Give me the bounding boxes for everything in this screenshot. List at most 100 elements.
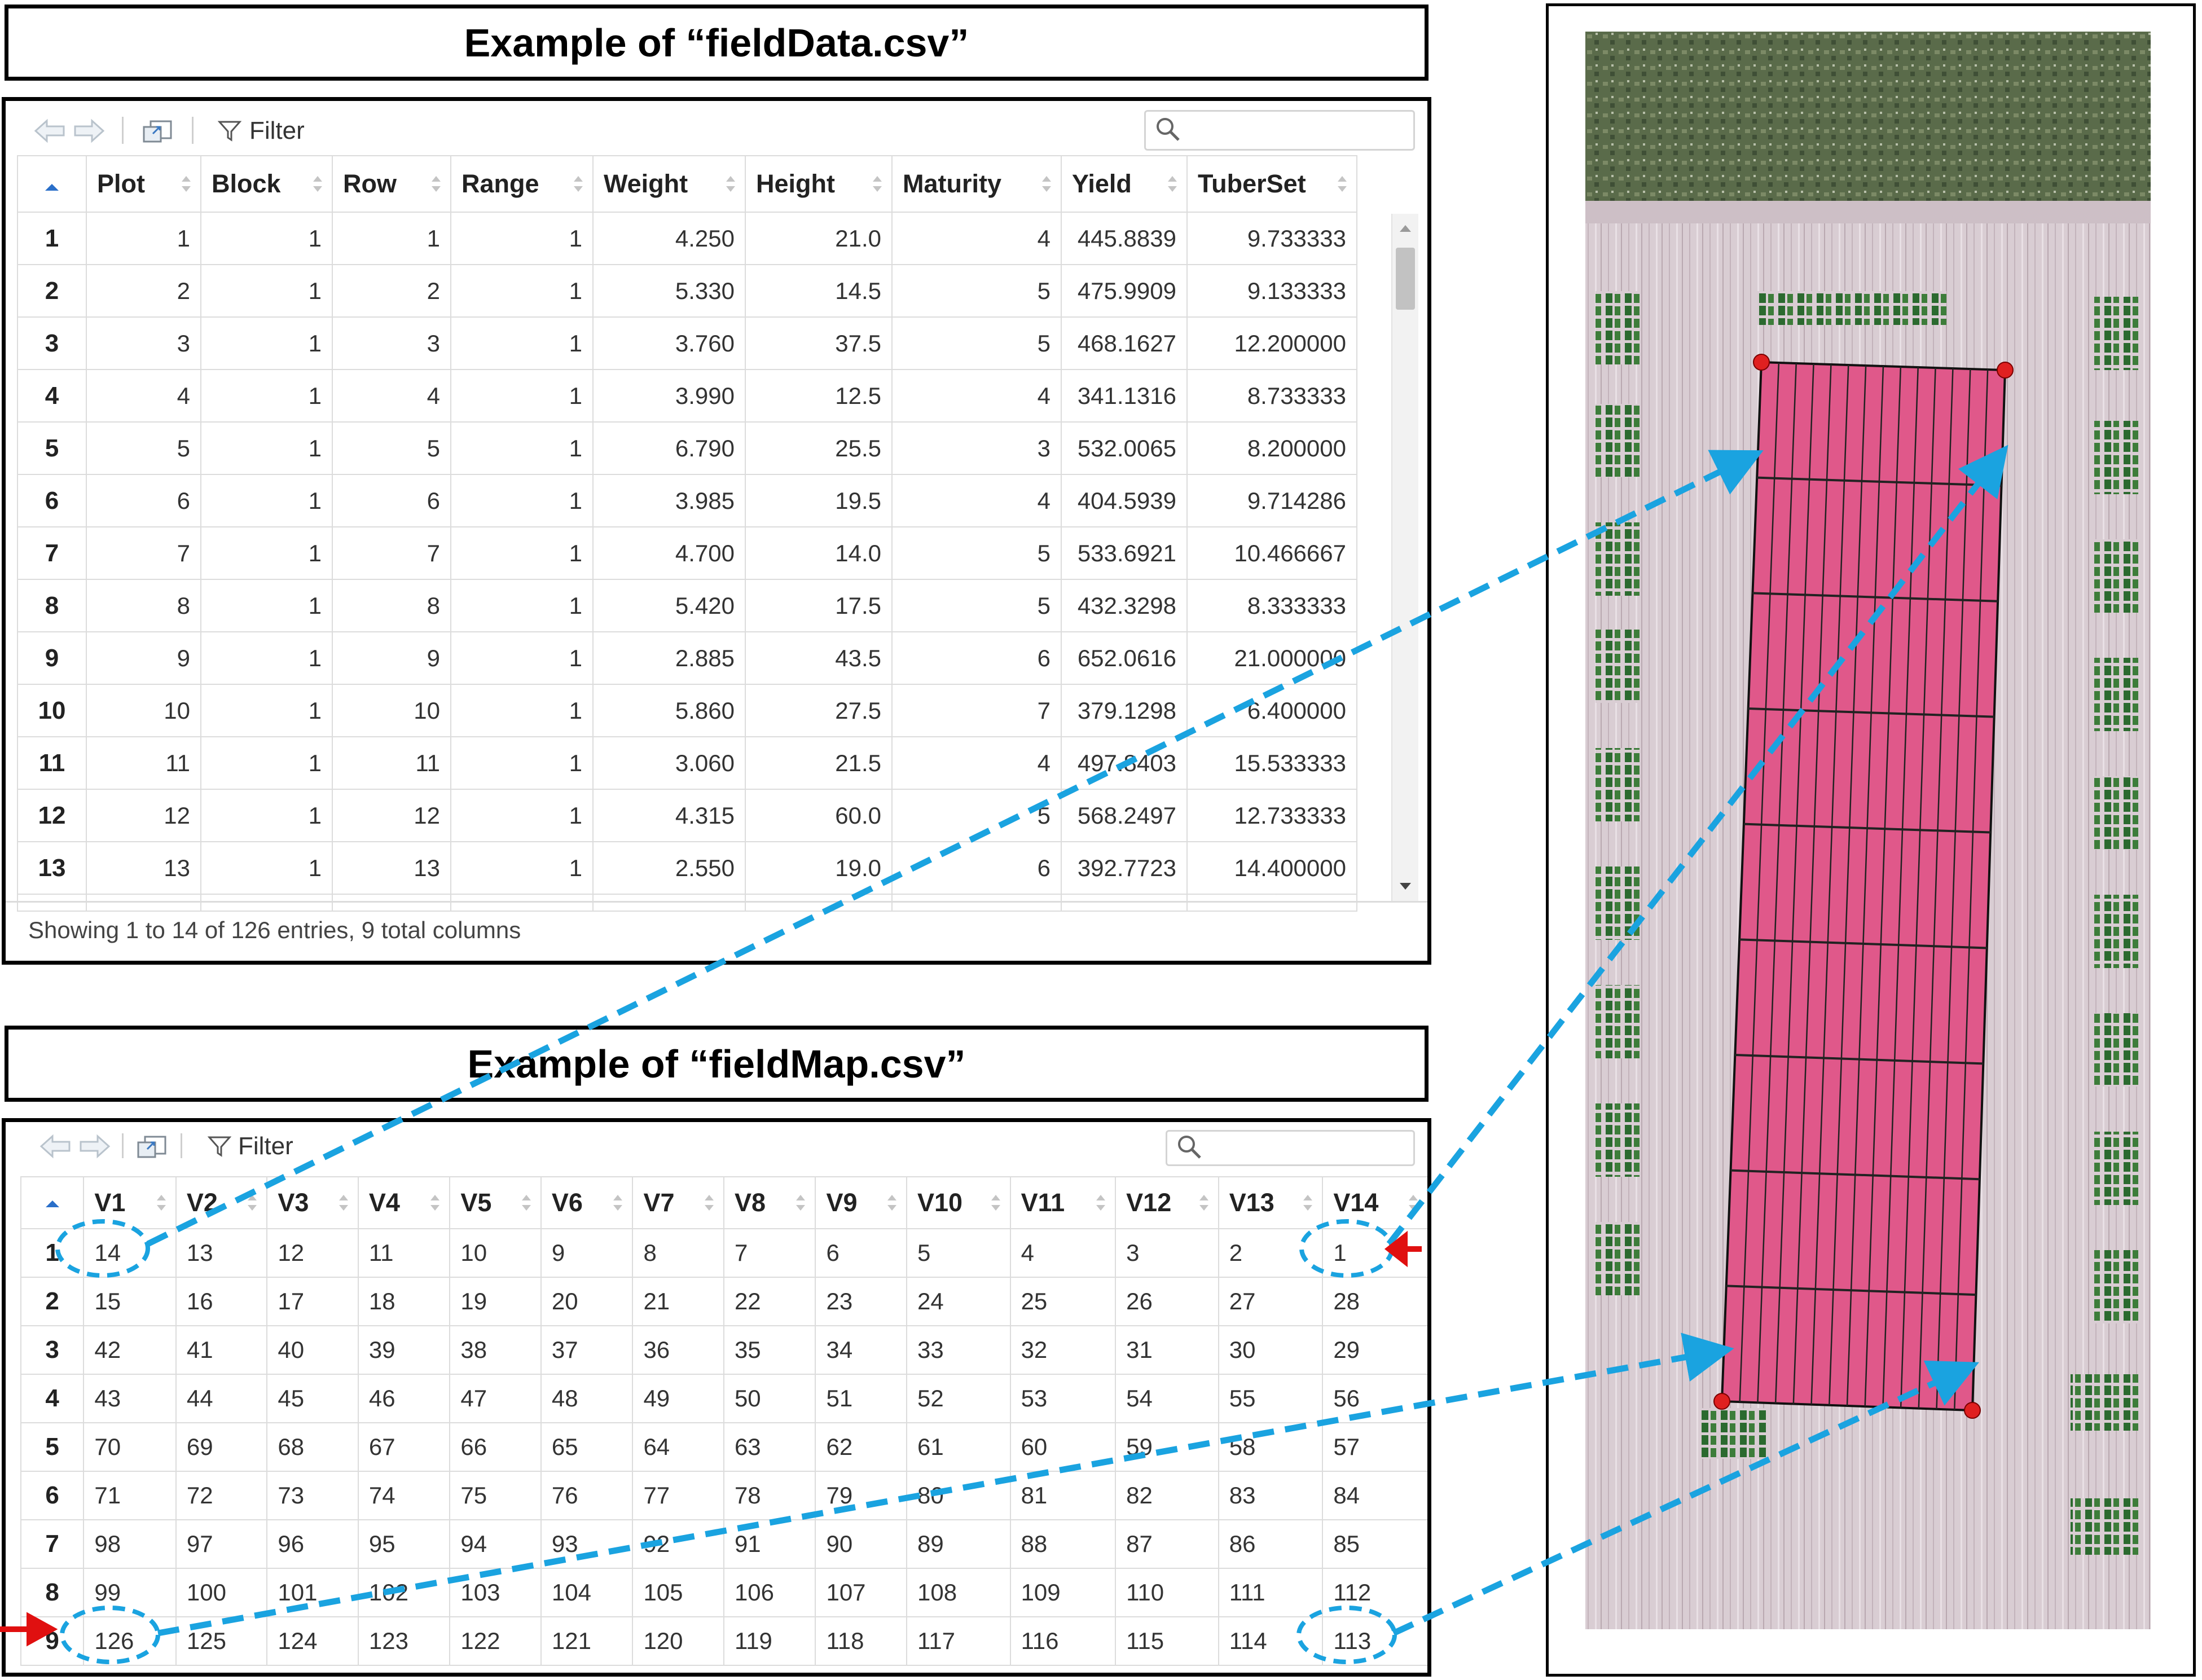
table-cell[interactable]: 5 xyxy=(891,264,1062,318)
table-cell[interactable]: 118 xyxy=(815,1616,907,1666)
table-cell[interactable]: 1 xyxy=(200,579,333,632)
table-cell[interactable]: 12.5 xyxy=(745,369,893,423)
table-cell[interactable]: 4 xyxy=(891,474,1062,527)
table-cell[interactable]: 24 xyxy=(906,1277,1011,1326)
table-cell[interactable]: 29 xyxy=(1322,1325,1427,1375)
forward-arrow-icon[interactable] xyxy=(72,117,106,145)
column-header[interactable]: V4 xyxy=(357,1176,451,1229)
table-cell[interactable]: 18 xyxy=(357,1277,451,1326)
table-cell[interactable]: 46 xyxy=(357,1374,451,1423)
table-cell[interactable]: 98 xyxy=(83,1519,177,1569)
table-cell[interactable]: 19.0 xyxy=(745,841,893,895)
table-cell[interactable]: 81 xyxy=(1009,1471,1117,1520)
table-cell[interactable]: 8 xyxy=(632,1228,724,1278)
table-cell[interactable]: 82 xyxy=(1115,1471,1219,1520)
table-cell[interactable]: 89 xyxy=(906,1519,1011,1569)
table-cell[interactable]: 21.0 xyxy=(745,212,893,265)
table-cell[interactable]: 73 xyxy=(266,1471,359,1520)
table-cell[interactable]: 1 xyxy=(450,789,594,842)
table-cell[interactable]: 66 xyxy=(449,1422,542,1472)
corner-point-icon[interactable] xyxy=(1753,354,1770,371)
table-cell[interactable]: 5.330 xyxy=(592,264,746,318)
table-cell[interactable]: 12.200000 xyxy=(1186,316,1357,370)
table-cell[interactable]: 37 xyxy=(540,1325,634,1375)
table-cell[interactable]: 110 xyxy=(1115,1568,1219,1617)
table-cell[interactable]: 107 xyxy=(815,1568,907,1617)
table-cell[interactable]: 379.1298 xyxy=(1061,684,1188,737)
table-row[interactable]: 6 71 72 73 74 75 76 77 78 79 80 81 82 83 84 xyxy=(20,1471,1427,1520)
table-row[interactable]: 11 11 1 11 1 3.060 21.5 4 497.8403 15.533333 xyxy=(17,736,1357,790)
table-cell[interactable]: 2.885 xyxy=(592,631,746,685)
scroll-up-icon[interactable] xyxy=(1392,216,1418,239)
table-cell[interactable]: 475.9909 xyxy=(1061,264,1188,318)
table-cell[interactable]: 3 xyxy=(1115,1228,1219,1278)
table-row[interactable]: 13 13 1 13 1 2.550 19.0 6 392.7723 14.400000 xyxy=(17,841,1357,895)
table-row[interactable]: 4 43 44 45 46 47 48 49 50 51 52 53 54 55 56 xyxy=(20,1374,1427,1423)
filter-icon[interactable] xyxy=(206,1133,232,1159)
column-header[interactable]: V3 xyxy=(266,1176,359,1229)
table-cell[interactable]: 31 xyxy=(1115,1325,1219,1375)
back-arrow-icon[interactable] xyxy=(33,117,67,145)
table-cell[interactable]: 126 xyxy=(83,1616,177,1666)
table-cell[interactable]: 1 xyxy=(200,736,333,790)
table-row[interactable]: 9 9 1 9 1 2.885 43.5 6 652.0616 21.000000 xyxy=(17,631,1357,685)
table-cell[interactable]: 15.533333 xyxy=(1186,736,1357,790)
table-row[interactable]: 4 4 1 4 1 3.990 12.5 4 341.1316 8.733333 xyxy=(17,369,1357,423)
table-cell[interactable]: 392.7723 xyxy=(1061,841,1188,895)
table-cell[interactable]: 652.0616 xyxy=(1061,631,1188,685)
column-header[interactable]: V8 xyxy=(723,1176,816,1229)
table-cell[interactable]: 43 xyxy=(83,1374,177,1423)
table-row[interactable]: 7 98 97 96 95 94 93 92 91 90 89 88 87 86 85 xyxy=(20,1519,1427,1569)
table-cell[interactable]: 78 xyxy=(723,1471,816,1520)
back-arrow-icon[interactable] xyxy=(38,1132,72,1160)
table-cell[interactable]: 114 xyxy=(1218,1616,1324,1666)
table-cell[interactable]: 9.714286 xyxy=(1186,474,1357,527)
table-cell[interactable]: 8 xyxy=(332,579,451,632)
table-cell[interactable]: 3.990 xyxy=(592,369,746,423)
table-cell[interactable]: 65 xyxy=(540,1422,634,1472)
table-cell[interactable]: 1 xyxy=(450,631,594,685)
table-cell[interactable]: 117 xyxy=(906,1616,1011,1666)
table-cell[interactable]: 55 xyxy=(1218,1374,1324,1423)
table-cell[interactable]: 6 xyxy=(86,474,201,527)
table-cell[interactable]: 19 xyxy=(449,1277,542,1326)
table-cell[interactable]: 67 xyxy=(357,1422,451,1472)
table-cell[interactable]: 20 xyxy=(540,1277,634,1326)
table-cell[interactable]: 2.550 xyxy=(592,841,746,895)
table-cell[interactable]: 1 xyxy=(450,736,594,790)
table-cell[interactable]: 1 xyxy=(200,474,333,527)
table-cell[interactable]: 8.333333 xyxy=(1186,579,1357,632)
table-cell[interactable]: 30 xyxy=(1218,1325,1324,1375)
table-cell[interactable]: 4 xyxy=(1009,1228,1117,1278)
table-cell[interactable]: 34 xyxy=(815,1325,907,1375)
column-header[interactable]: Maturity xyxy=(891,155,1062,213)
table-cell[interactable]: 6 xyxy=(332,474,451,527)
table-cell[interactable]: 9.733333 xyxy=(1186,212,1357,265)
table-cell[interactable]: 79 xyxy=(815,1471,907,1520)
table-cell[interactable]: 9 xyxy=(86,631,201,685)
table-cell[interactable]: 1 xyxy=(450,369,594,423)
table-cell[interactable]: 14.400000 xyxy=(1186,841,1357,895)
table-cell[interactable]: 1 xyxy=(86,212,201,265)
column-header[interactable]: Block xyxy=(200,155,333,213)
table-cell[interactable]: 5 xyxy=(891,579,1062,632)
filter-icon[interactable] xyxy=(217,118,243,144)
table-cell[interactable]: 26 xyxy=(1115,1277,1219,1326)
popout-window-icon[interactable] xyxy=(134,1131,169,1162)
table-cell[interactable]: 1 xyxy=(450,526,594,580)
table-cell[interactable]: 5 xyxy=(332,421,451,475)
table-cell[interactable]: 11 xyxy=(86,736,201,790)
table-cell[interactable]: 125 xyxy=(175,1616,268,1666)
table-row[interactable]: 7 7 1 7 1 4.700 14.0 5 533.6921 10.466667 xyxy=(17,526,1357,580)
table-cell[interactable]: 38 xyxy=(449,1325,542,1375)
table-cell[interactable]: 5.860 xyxy=(592,684,746,737)
table-cell[interactable]: 50 xyxy=(723,1374,816,1423)
vertical-scrollbar[interactable] xyxy=(1391,214,1418,901)
table-row[interactable]: 12 12 1 12 1 4.315 60.0 5 568.2497 12.733333 xyxy=(17,789,1357,842)
forward-arrow-icon[interactable] xyxy=(78,1132,112,1160)
table-cell[interactable]: 94 xyxy=(449,1519,542,1569)
table-cell[interactable]: 12 xyxy=(266,1228,359,1278)
table-cell[interactable]: 11 xyxy=(357,1228,451,1278)
table-cell[interactable]: 53 xyxy=(1009,1374,1117,1423)
table-cell[interactable]: 97 xyxy=(175,1519,268,1569)
